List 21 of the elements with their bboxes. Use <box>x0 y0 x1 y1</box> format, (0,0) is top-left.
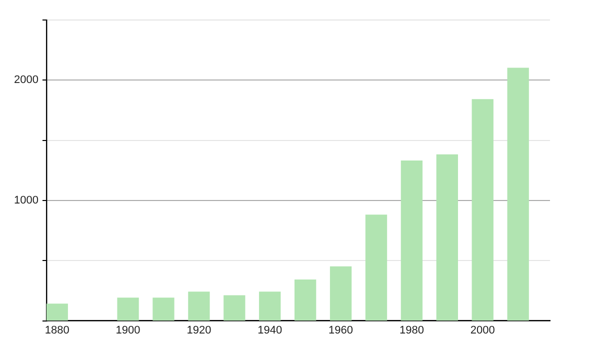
bar <box>224 295 246 321</box>
bar <box>117 298 139 321</box>
x-tick-label: 1920 <box>186 324 212 336</box>
bar <box>46 304 68 321</box>
x-tick-label: 1940 <box>258 324 282 336</box>
bar <box>472 99 494 321</box>
bar <box>188 292 210 321</box>
bar <box>294 280 316 321</box>
bar <box>436 154 458 321</box>
x-tick-label: 1880 <box>44 324 70 336</box>
x-tick-label: 1960 <box>328 324 354 336</box>
bar <box>152 298 174 321</box>
x-tick-label: 1900 <box>116 324 140 336</box>
bar <box>365 214 388 321</box>
y-tick-label: 1000 <box>14 194 38 207</box>
x-tick-label: 1980 <box>399 324 424 336</box>
x-tick-label: 2000 <box>470 324 495 336</box>
bar <box>400 160 423 321</box>
bar <box>507 68 529 321</box>
bar <box>259 292 281 321</box>
bar <box>330 266 352 321</box>
